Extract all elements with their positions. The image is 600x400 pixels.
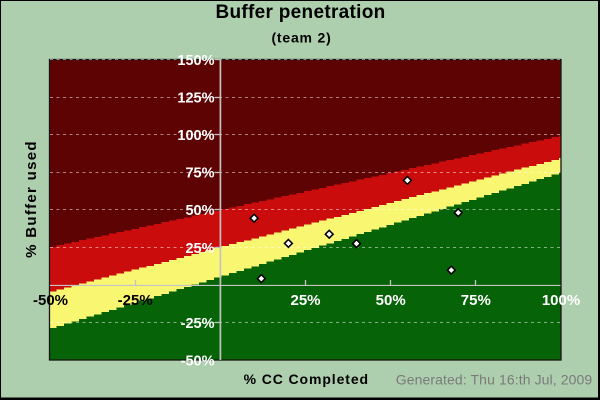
svg-text:50%: 50% — [185, 203, 214, 219]
svg-text:100%: 100% — [177, 128, 214, 144]
svg-text:75%: 75% — [185, 166, 214, 182]
svg-text:Generated: Thu 16:th Jul, 2009: Generated: Thu 16:th Jul, 2009 — [396, 371, 593, 387]
svg-text:% CC Completed: % CC Completed — [244, 371, 369, 387]
svg-text:75%: 75% — [461, 292, 491, 309]
svg-text:-50%: -50% — [33, 292, 68, 309]
svg-text:100%: 100% — [542, 292, 580, 309]
svg-text:150%: 150% — [177, 53, 214, 69]
svg-text:25%: 25% — [290, 292, 320, 309]
svg-text:-25%: -25% — [118, 292, 153, 309]
svg-text:125%: 125% — [177, 91, 214, 107]
svg-text:% Buffer used: % Buffer used — [23, 140, 40, 258]
svg-text:-25%: -25% — [181, 316, 215, 332]
svg-text:50%: 50% — [376, 292, 406, 309]
svg-text:(team 2): (team 2) — [271, 29, 331, 45]
svg-text:-50%: -50% — [181, 353, 215, 369]
svg-text:Buffer penetration: Buffer penetration — [215, 2, 385, 23]
svg-text:25%: 25% — [185, 241, 214, 257]
